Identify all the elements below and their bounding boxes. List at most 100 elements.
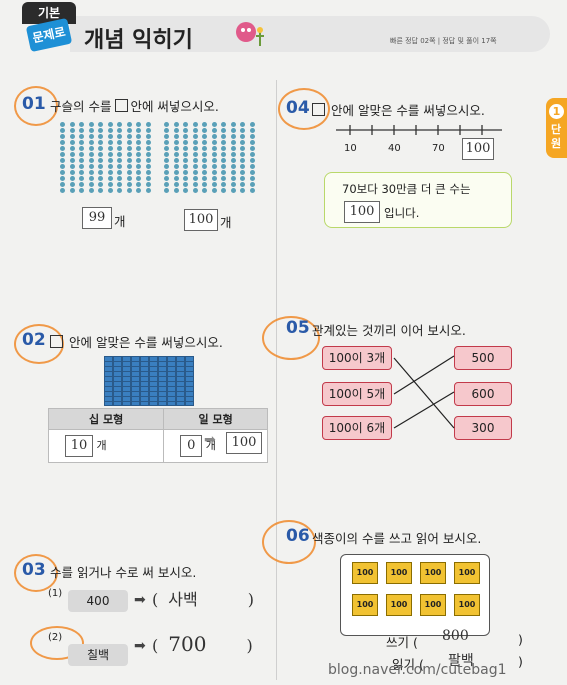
bead: [117, 140, 122, 145]
bead: [230, 146, 236, 151]
bead: [183, 170, 188, 175]
bead: [117, 182, 122, 187]
bead: [117, 146, 122, 151]
bead-column: [145, 122, 151, 194]
bead: [240, 128, 245, 133]
q03-item2-index: (2): [48, 632, 63, 643]
q03-item2-answer[interactable]: (700): [152, 632, 253, 656]
ten-rod: [131, 356, 140, 406]
bead: [173, 158, 179, 163]
colored-paper: 100: [386, 562, 412, 584]
q06-read-answer[interactable]: 팔백: [448, 653, 474, 669]
arrow-right-icon: ➡: [204, 432, 216, 448]
orange-circle-mark: [262, 520, 316, 564]
bead: [249, 122, 255, 127]
tens-header: 십 모형: [47, 408, 165, 430]
bead: [164, 170, 169, 175]
right-item-2[interactable]: 600: [454, 382, 512, 406]
q03-prompt: 수를 읽거나 수로 써 보시오.: [50, 565, 197, 580]
bead: [211, 176, 217, 181]
bead: [183, 188, 188, 193]
bead: [192, 164, 198, 169]
bead: [164, 158, 169, 163]
q06-write-answer[interactable]: 800: [442, 628, 469, 644]
bead: [240, 182, 245, 187]
bead: [221, 164, 226, 169]
bead-column: [173, 122, 179, 194]
bead: [107, 134, 113, 139]
q02-result[interactable]: 100: [226, 432, 262, 454]
unit-number: 1: [549, 104, 564, 119]
orange-circle-mark: [14, 554, 58, 592]
left-item-2[interactable]: 100이 5개: [322, 382, 392, 406]
bead: [183, 128, 188, 133]
ten-rod: [158, 356, 167, 406]
q01-prompt: 구슬의 수를 안에 써넣으시오.: [50, 99, 219, 114]
q04-hint-answer[interactable]: 100: [344, 201, 380, 223]
ten-rod: [140, 356, 149, 406]
q01-right-answer[interactable]: 100: [184, 209, 218, 231]
left-item-3[interactable]: 100이 6개: [322, 416, 392, 440]
bead: [136, 140, 141, 145]
arrow-right-icon: ➡: [134, 638, 146, 654]
bead: [240, 140, 245, 145]
colored-paper: 100: [386, 594, 412, 616]
bead: [211, 128, 217, 133]
q05-prompt: 관계있는 것끼리 이어 보시오.: [312, 323, 466, 338]
right-item-3[interactable]: 300: [454, 416, 512, 440]
q01-left-answer[interactable]: 99: [82, 207, 112, 229]
bead: [202, 128, 207, 133]
q03-number: 03: [22, 560, 46, 580]
bead: [79, 122, 84, 127]
bead: [211, 146, 217, 151]
bead: [98, 146, 103, 151]
arrow-right-icon: ➡: [134, 592, 146, 608]
bead: [107, 158, 113, 163]
bead: [126, 134, 132, 139]
bead: [164, 188, 169, 193]
bead: [240, 164, 245, 169]
bead-column: [183, 122, 188, 194]
bead: [69, 134, 75, 139]
left-item-1[interactable]: 100이 3개: [322, 346, 392, 370]
bead-column: [79, 122, 84, 194]
q04-tick-answer[interactable]: 100: [462, 138, 494, 160]
bead: [79, 134, 84, 139]
write-label: 쓰기 (: [386, 635, 418, 650]
read-close: ): [518, 654, 523, 669]
mascot-icon: [236, 22, 264, 46]
bead-column: [88, 122, 94, 194]
bead: [117, 152, 122, 157]
bead: [202, 188, 207, 193]
bead: [60, 164, 65, 169]
column-divider: [276, 80, 277, 680]
tens-cell: 10 개: [47, 429, 165, 463]
bead: [126, 182, 132, 187]
bead: [192, 188, 198, 193]
q03-item1-index: (1): [48, 588, 63, 599]
bead: [69, 140, 75, 145]
bead: [69, 176, 75, 181]
title-bar: [70, 16, 550, 52]
q03-answer1-text: 사백: [168, 590, 198, 609]
bead: [173, 134, 179, 139]
ten-rod: [113, 356, 122, 406]
right-item-1[interactable]: 500: [454, 346, 512, 370]
bead: [202, 152, 207, 157]
bead: [230, 122, 236, 127]
bead: [202, 134, 207, 139]
ten-rod: [185, 356, 194, 406]
bead: [249, 164, 255, 169]
q01-text: 구슬의 수를 안에 써넣으시오.: [50, 96, 219, 115]
bead: [98, 182, 103, 187]
q03-item1-answer[interactable]: (사백): [152, 590, 254, 609]
bead: [202, 170, 207, 175]
connection-lines: [393, 355, 455, 429]
bead-column: [69, 122, 75, 194]
q02-tens-answer[interactable]: 10: [65, 435, 93, 457]
bead: [173, 128, 179, 133]
bead: [230, 188, 236, 193]
bead: [98, 152, 103, 157]
bead: [240, 146, 245, 151]
q02-ones-answer[interactable]: 0: [180, 435, 203, 457]
